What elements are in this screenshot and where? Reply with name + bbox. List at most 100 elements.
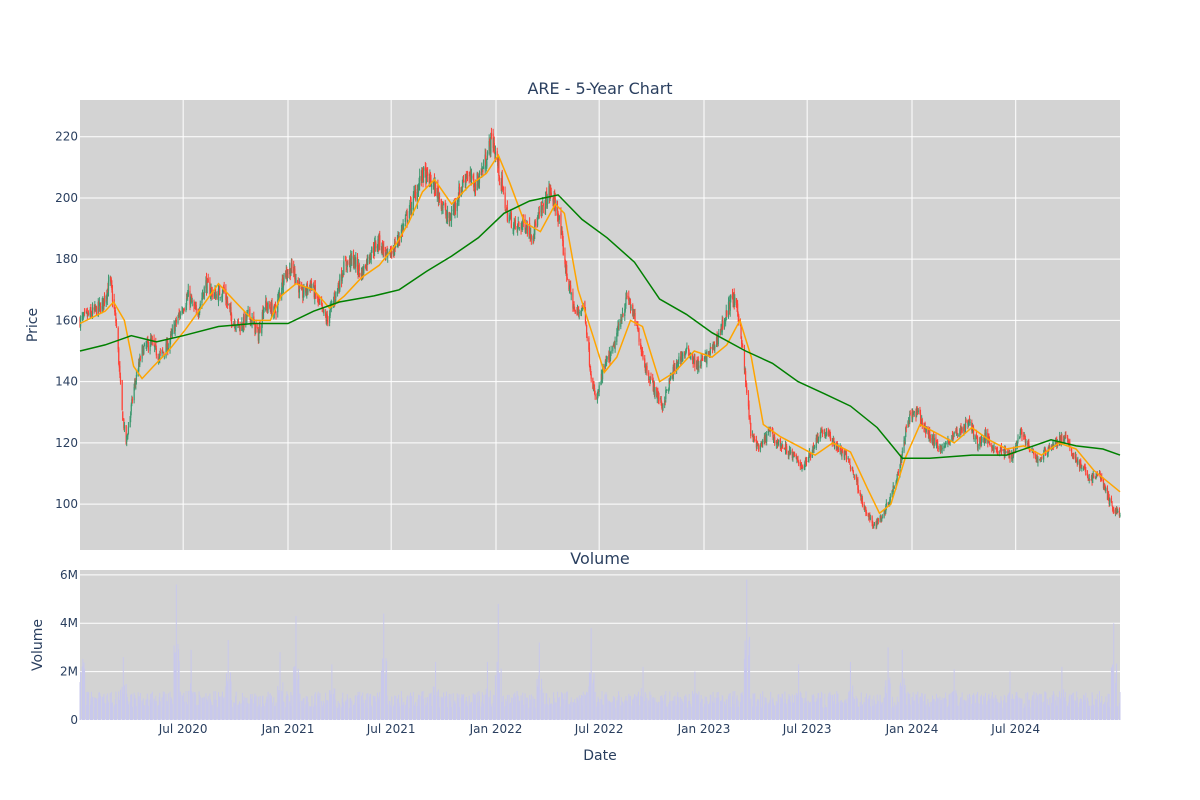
volume-bar [669, 706, 671, 720]
volume-bar [665, 691, 667, 720]
candlestick [849, 464, 852, 472]
candle-body [411, 208, 413, 210]
candle-body [371, 246, 373, 253]
volume-bar [391, 696, 393, 720]
candle-body [628, 299, 630, 303]
candle-body [723, 319, 726, 328]
volume-bar [238, 703, 240, 720]
candlestick [530, 234, 532, 245]
candle-body [429, 172, 432, 182]
candle-body [121, 380, 123, 411]
volume-bar [343, 704, 345, 720]
volume-bar [205, 693, 207, 720]
volume-bar [213, 706, 215, 720]
volume-bar [299, 693, 301, 720]
candle-body [989, 443, 991, 446]
candle-body [825, 432, 828, 437]
volume-bar [453, 701, 455, 720]
candlestick [98, 297, 100, 312]
candlestick [263, 307, 265, 313]
volume-bar [749, 636, 751, 720]
candlestick [1019, 435, 1021, 440]
volume-bar [441, 698, 443, 720]
volume-bar [223, 698, 225, 720]
candle-body [618, 324, 620, 326]
candle-body [442, 206, 444, 208]
volume-bar [734, 691, 736, 720]
candle-body [975, 434, 977, 436]
volume-bar [468, 695, 470, 720]
candle-body [122, 411, 124, 421]
candle-body [945, 444, 947, 446]
candle-body [529, 223, 531, 235]
volume-bar [282, 682, 284, 720]
candle-body [110, 279, 112, 284]
candle-body [745, 371, 747, 383]
candlestick [678, 352, 680, 365]
volume-bar [425, 697, 427, 720]
candle-body [676, 362, 678, 364]
candle-body [423, 166, 425, 178]
candle-body [729, 299, 731, 311]
candle-body [1037, 458, 1039, 463]
candle-body [857, 488, 860, 492]
candle-body [301, 287, 303, 290]
volume-bar [178, 649, 180, 720]
candlestick [777, 441, 779, 447]
candle-body [314, 285, 316, 294]
candle-body [105, 295, 107, 304]
volume-bar [163, 694, 165, 720]
candle-body [872, 524, 874, 528]
candle-body [470, 173, 473, 180]
candlestick [343, 255, 345, 276]
candlestick [524, 214, 526, 233]
volume-bar [279, 652, 281, 720]
volume-bar [178, 660, 180, 720]
volume-bar [126, 693, 128, 720]
candlestick [929, 434, 931, 444]
candle-body [282, 283, 285, 288]
volume-bar [554, 702, 556, 720]
candlestick [921, 417, 923, 430]
volume-bar [143, 705, 145, 720]
candle-body [1110, 497, 1113, 503]
candlestick [757, 443, 759, 446]
volume-bar [879, 694, 881, 720]
volume-bar [453, 704, 455, 720]
volume-bar [633, 694, 635, 720]
volume-bar [307, 701, 309, 720]
volume-bar [739, 702, 741, 720]
candle-body [991, 445, 993, 449]
candle-body [407, 220, 409, 222]
candle-body [1020, 427, 1023, 431]
volume-bar [748, 639, 750, 720]
volume-bar [162, 691, 164, 720]
candle-body [865, 512, 868, 514]
candlestick [573, 301, 575, 312]
volume-bar [311, 695, 313, 720]
volume-bar [298, 674, 300, 720]
volume-bar [524, 693, 526, 720]
candle-body [947, 438, 949, 445]
candlestick [1085, 466, 1087, 476]
volume-bar [389, 701, 391, 720]
volume-bar [194, 703, 196, 720]
candlestick [972, 425, 975, 440]
volume-bar [86, 694, 88, 720]
volume-bar [893, 707, 895, 720]
candlestick [486, 150, 489, 161]
volume-bar [557, 691, 559, 720]
volume-bar [672, 701, 674, 720]
candle-body [310, 283, 312, 290]
volume-bar [828, 701, 830, 720]
candle-body [648, 372, 650, 381]
candle-body [638, 332, 640, 342]
candle-body [1061, 436, 1063, 443]
candle-body [413, 192, 415, 196]
candlestick [873, 521, 875, 526]
candle-body [777, 442, 779, 444]
volume-bar [170, 700, 172, 720]
candle-body [466, 177, 469, 179]
candle-body [788, 449, 791, 452]
candle-body [1019, 432, 1021, 436]
